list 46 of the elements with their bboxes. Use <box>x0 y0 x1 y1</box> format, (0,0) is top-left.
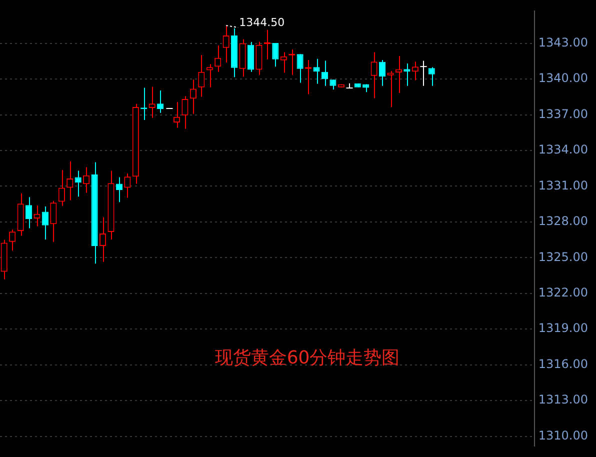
candlestick <box>173 102 180 128</box>
candlestick <box>50 200 57 242</box>
y-tick-label: 1322.00 <box>538 286 588 300</box>
candlestick <box>42 206 49 240</box>
candlestick <box>66 160 74 201</box>
text: 现货黄金60分钟走势图 <box>214 348 400 369</box>
y-tick-label: 1328.00 <box>538 214 588 228</box>
y-tick-label: 1337.00 <box>538 106 588 121</box>
candlestick <box>198 54 205 98</box>
candlestick <box>239 38 246 78</box>
y-tick-label: 1313.00 <box>538 392 588 407</box>
candlestick <box>420 60 428 86</box>
candlestick <box>58 170 65 206</box>
candlestick <box>116 176 122 203</box>
y-tick-label: 1310.00 <box>538 428 588 442</box>
candlestick <box>387 70 394 108</box>
candlestick <box>428 66 435 86</box>
y-tick-label: 1325.00 <box>538 250 588 264</box>
candlestick <box>370 52 378 99</box>
candlestick <box>74 170 82 198</box>
candlestick <box>157 90 164 114</box>
candlestick <box>404 62 410 86</box>
y-tick-label: 1334.00 <box>538 142 588 157</box>
candlestick <box>296 54 304 84</box>
candlestick <box>247 42 254 72</box>
y-tick-label: 1340.00 <box>538 71 588 86</box>
y-tick-label: 1319.00 <box>538 321 588 336</box>
candlestick <box>378 60 386 86</box>
candlestick <box>321 60 328 86</box>
candlestick <box>272 42 279 68</box>
candlestick <box>148 86 156 118</box>
candlestick <box>256 41 262 76</box>
y-tick-label: 1331.00 <box>538 178 588 192</box>
candlestick <box>25 196 32 229</box>
candlestick <box>182 96 188 130</box>
candlestick <box>412 61 418 81</box>
candlestick <box>222 24 230 64</box>
candlestick <box>34 205 40 227</box>
candlestick <box>313 58 320 84</box>
y-tick-label: 1343.00 <box>538 35 588 50</box>
candlestick <box>280 52 287 74</box>
candlestick <box>99 216 106 262</box>
candlestick <box>124 172 131 198</box>
y-tick-label: 1316.00 <box>538 356 588 371</box>
annotation: 1344.50 <box>239 16 285 29</box>
candlestick <box>206 64 213 88</box>
